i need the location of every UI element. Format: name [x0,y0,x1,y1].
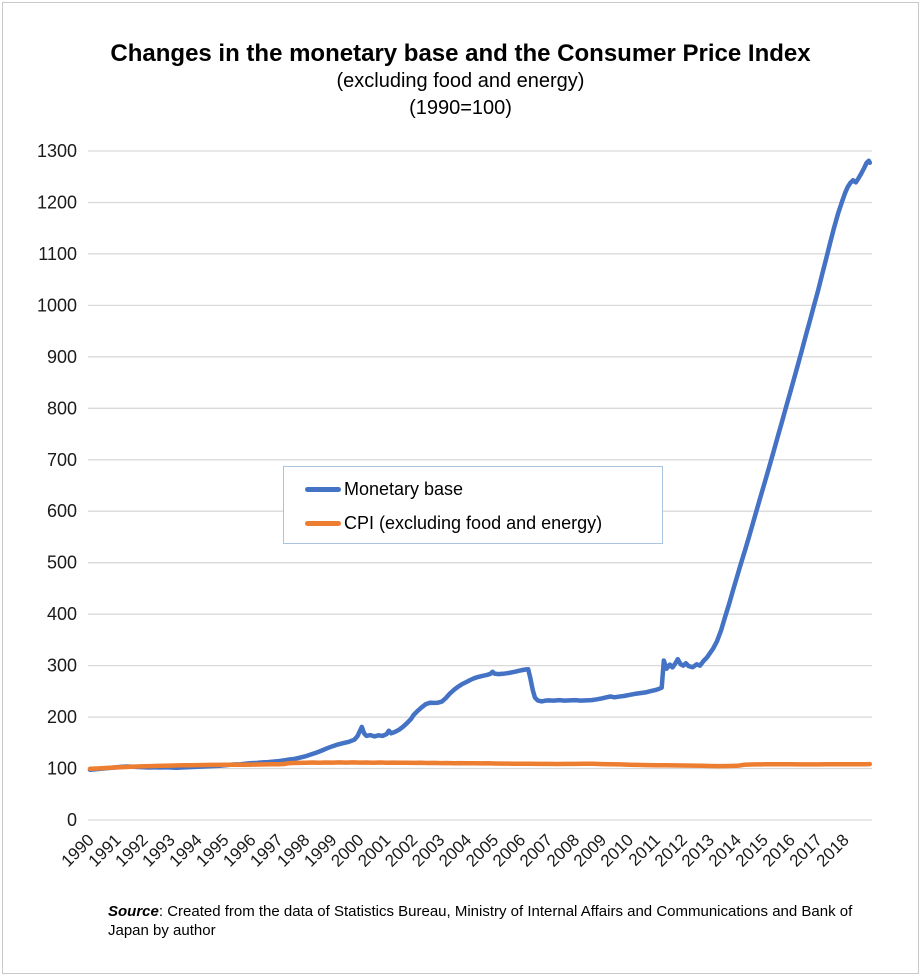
chart-subtitle-base-year: (1990=100) [409,97,512,119]
chart-title-block: Changes in the monetary base and the Con… [0,40,921,122]
svg-text:1300: 1300 [37,141,77,161]
svg-text:700: 700 [47,450,77,470]
svg-text:100: 100 [47,759,77,779]
source-text: : Created from the data of Statistics Bu… [108,903,853,939]
svg-text:1200: 1200 [37,193,77,213]
svg-text:0: 0 [67,810,77,830]
legend-item-cpi: CPI (excluding food and energy) [305,506,662,540]
svg-text:500: 500 [47,553,77,573]
monetary-base-line-swatch [305,486,341,492]
svg-text:1100: 1100 [38,244,77,264]
svg-text:300: 300 [47,656,77,676]
svg-text:200: 200 [47,707,77,727]
source-label: Source [108,903,159,920]
svg-text:600: 600 [47,501,77,521]
cpi-line-swatch [305,520,341,526]
source-note: Source: Created from the data of Statist… [108,902,853,940]
svg-text:400: 400 [47,604,77,624]
svg-text:900: 900 [47,347,77,367]
svg-text:1000: 1000 [37,295,77,315]
legend-label: CPI (excluding food and energy) [344,512,603,533]
svg-text:2018: 2018 [813,830,853,870]
legend-box: Monetary base CPI (excluding food and en… [283,466,663,544]
svg-text:800: 800 [47,398,77,418]
chart-subtitle: (excluding food and energy) [336,70,585,92]
legend-item-monetary-base: Monetary base [305,472,662,506]
legend-label: Monetary base [344,478,464,499]
chart-title: Changes in the monetary base and the Con… [110,40,811,67]
